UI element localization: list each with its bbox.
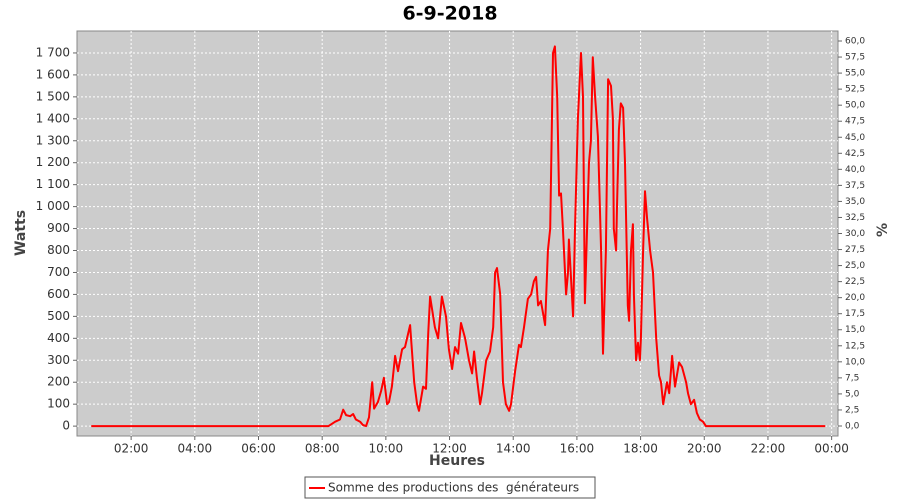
y2-tick-label: 2,5: [845, 405, 859, 415]
x-tick-label: 12:00: [432, 442, 467, 456]
x-tick-label: 02:00: [114, 442, 149, 456]
data-line: [91, 45, 826, 428]
x-tick-label: 08:00: [305, 442, 340, 456]
y-tick-label: 1 300: [36, 133, 70, 147]
y2-tick-label: 32,5: [845, 213, 865, 223]
y-tick-label: 1 600: [36, 67, 70, 81]
x-tick-label: 14:00: [496, 442, 531, 456]
y2-tick-label: 10,0: [845, 357, 865, 367]
x-tick-label: 22:00: [751, 442, 786, 456]
y-tick-label: 1 700: [36, 45, 70, 59]
y2-tick-label: 7,5: [845, 373, 859, 383]
y-tick-label: 300: [47, 353, 70, 367]
y-tick-label: 1 500: [36, 89, 70, 103]
y2-axis-title: %: [875, 223, 891, 237]
y2-tick-label: 52,5: [845, 85, 865, 95]
y-tick-label: 800: [47, 243, 70, 257]
y-tick-label: 500: [47, 309, 70, 323]
y-tick-label: 0: [62, 419, 70, 433]
y2-tick-label: 25,0: [845, 261, 865, 271]
x-tick-label: 16:00: [560, 442, 595, 456]
y-tick-label: 1 000: [36, 199, 70, 213]
y2-tick-label: 27,5: [845, 245, 865, 255]
y-tick-label: 200: [47, 375, 70, 389]
y2-tick-label: 30,0: [845, 229, 865, 239]
y-tick-label: 900: [47, 221, 70, 235]
y2-tick-label: 50,0: [845, 101, 865, 111]
y-tick-label: 1 100: [36, 177, 70, 191]
y2-tick-label: 22,5: [845, 277, 865, 287]
y2-tick-label: 55,0: [845, 69, 865, 79]
chart-title: 6-9-2018: [402, 3, 497, 25]
y2-tick-label: 35,0: [845, 197, 865, 207]
y-tick-label: 400: [47, 331, 70, 345]
y-tick-label: 1 200: [36, 155, 70, 169]
x-tick-label: 06:00: [241, 442, 276, 456]
legend-label: Somme des productions des générateurs: [328, 481, 579, 495]
y2-tick-label: 15,0: [845, 325, 865, 335]
y2-tick-label: 20,0: [845, 293, 865, 303]
x-tick-label: 00:00: [814, 442, 849, 456]
legend-box: [304, 476, 596, 499]
y2-tick-label: 42,5: [845, 149, 865, 159]
x-tick-label: 10:00: [369, 442, 404, 456]
y2-tick-label: 45,0: [845, 133, 865, 143]
y2-tick-label: 40,0: [845, 165, 865, 175]
y2-tick-label: 37,5: [845, 181, 865, 191]
x-axis-title: Heures: [429, 453, 485, 469]
legend: Somme des productions des générateurs: [304, 476, 596, 499]
y2-tick-label: 17,5: [845, 309, 865, 319]
x-tick-label: 18:00: [623, 442, 658, 456]
plot-area: [76, 30, 839, 437]
y2-tick-label: 57,5: [845, 53, 865, 63]
y-tick-label: 700: [47, 265, 70, 279]
x-tick-label: 20:00: [687, 442, 722, 456]
y2-tick-label: 47,5: [845, 117, 865, 127]
x-tick-label: 04:00: [178, 442, 213, 456]
y2-tick-label: 12,5: [845, 341, 865, 351]
y2-tick-label: 60,0: [845, 37, 865, 47]
y-tick-label: 1 400: [36, 111, 70, 125]
y-tick-label: 100: [47, 397, 70, 411]
y-tick-label: 600: [47, 287, 70, 301]
y2-tick-label: 0,0: [845, 421, 860, 431]
y2-tick-label: 5,0: [845, 389, 860, 399]
y-axis-title: Watts: [13, 210, 29, 256]
